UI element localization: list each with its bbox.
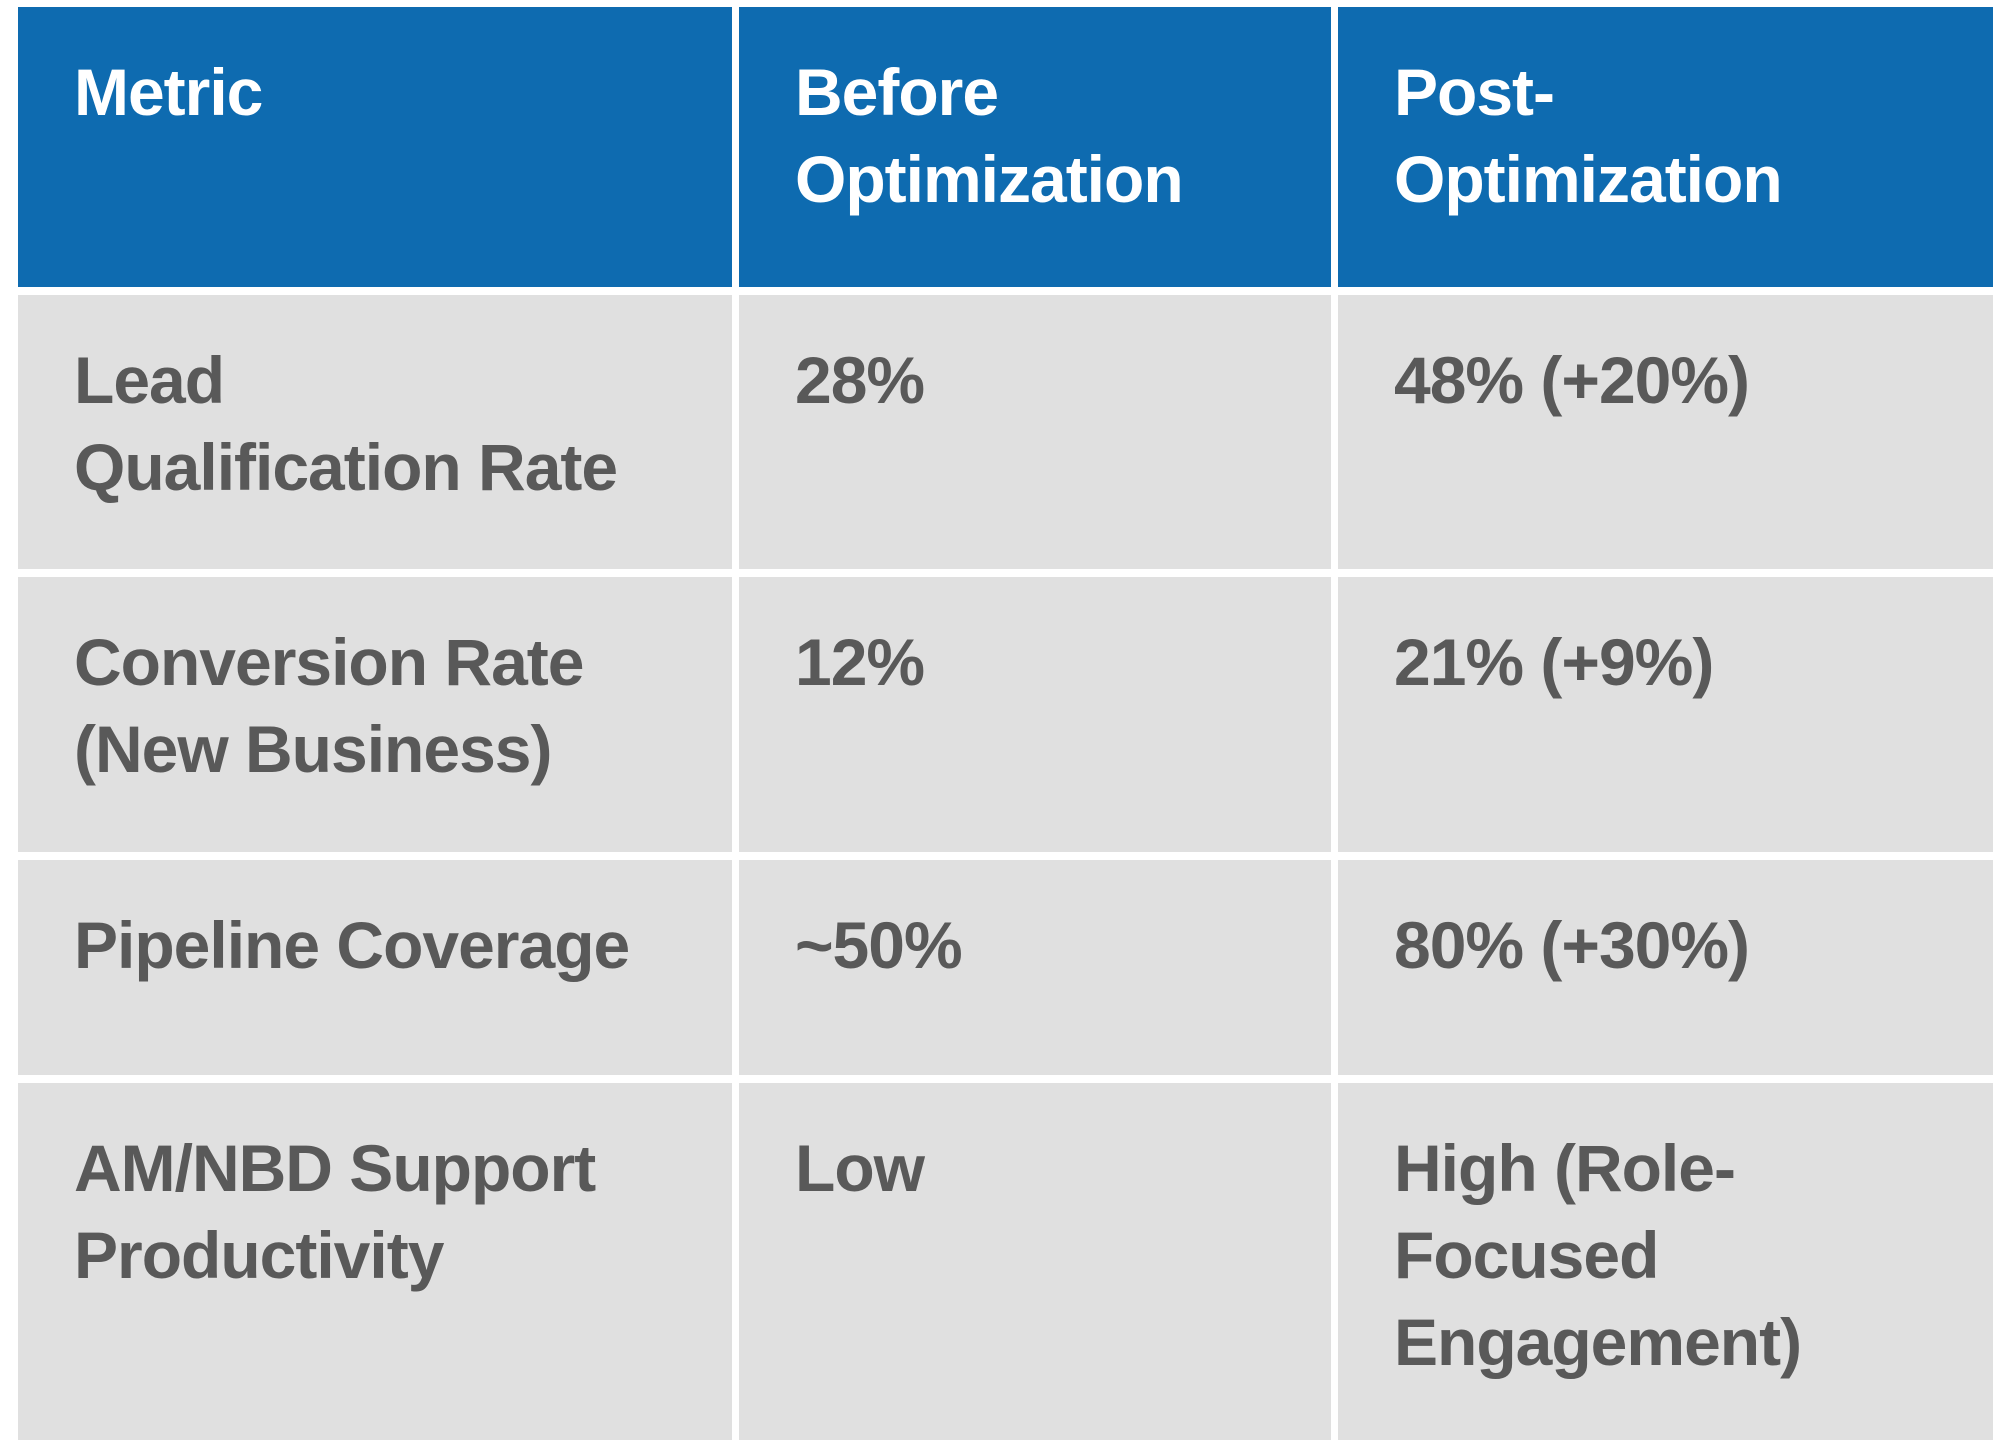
row-am-nbd-productivity-metric-cell: AM/NBD Support Productivity <box>18 1083 732 1440</box>
metric-name: Conversion Rate (New Business) <box>74 625 584 786</box>
row-pipeline-coverage-before-cell: ~50% <box>739 860 1331 1075</box>
header-cell-post-optimization: Post- Optimization <box>1338 7 1993 287</box>
metric-name: AM/NBD Support Productivity <box>74 1131 596 1292</box>
header-label-post-optimization: Post- Optimization <box>1394 55 1783 216</box>
post-value: 21% (+9%) <box>1394 625 1714 699</box>
row-am-nbd-productivity-before-cell: Low <box>739 1083 1331 1440</box>
before-value: 12% <box>795 625 925 699</box>
post-value: High (Role- Focused Engagement) <box>1394 1131 1802 1379</box>
row-lead-qualification-before-cell: 28% <box>739 295 1331 569</box>
before-value: ~50% <box>795 908 963 982</box>
header-label-before-optimization: Before Optimization <box>795 55 1184 216</box>
row-pipeline-coverage-post-cell: 80% (+30%) <box>1338 860 1993 1075</box>
metric-name: Pipeline Coverage <box>74 908 630 982</box>
post-value: 80% (+30%) <box>1394 908 1750 982</box>
header-cell-metric: Metric <box>18 7 732 287</box>
row-lead-qualification-post-cell: 48% (+20%) <box>1338 295 1993 569</box>
row-pipeline-coverage-metric-cell: Pipeline Coverage <box>18 860 732 1075</box>
row-am-nbd-productivity-post-cell: High (Role- Focused Engagement) <box>1338 1083 1993 1440</box>
before-value: 28% <box>795 343 925 417</box>
post-value: 48% (+20%) <box>1394 343 1750 417</box>
header-cell-before-optimization: Before Optimization <box>739 7 1331 287</box>
row-lead-qualification-metric-cell: Lead Qualification Rate <box>18 295 732 569</box>
header-label-metric: Metric <box>74 55 263 129</box>
metric-name: Lead Qualification Rate <box>74 343 618 504</box>
row-conversion-rate-post-cell: 21% (+9%) <box>1338 577 1993 852</box>
before-value: Low <box>795 1131 925 1205</box>
row-conversion-rate-metric-cell: Conversion Rate (New Business) <box>18 577 732 852</box>
row-conversion-rate-before-cell: 12% <box>739 577 1331 852</box>
